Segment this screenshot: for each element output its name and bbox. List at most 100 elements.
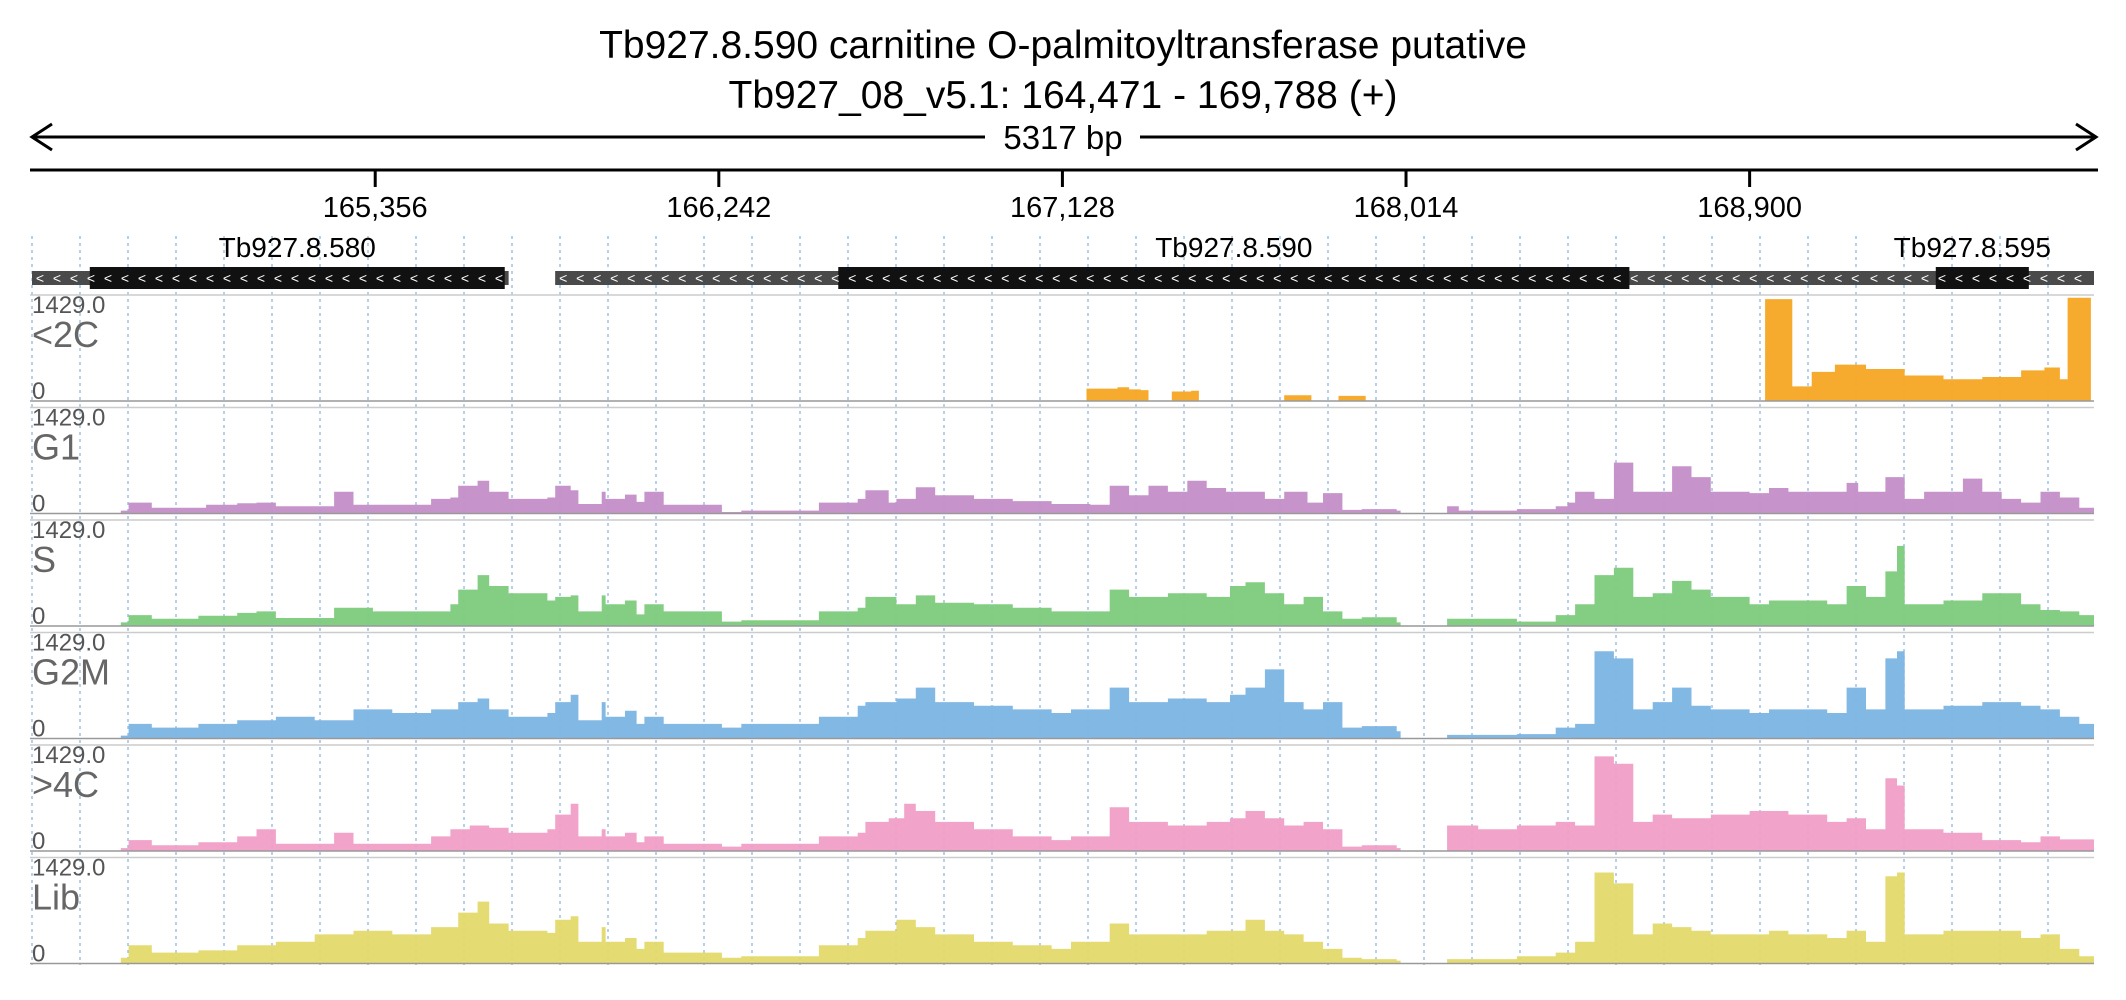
gene-strand-chevron: < bbox=[831, 270, 839, 286]
gene-strand-chevron: < bbox=[70, 270, 78, 286]
gene-strand-chevron: < bbox=[240, 270, 248, 286]
gene-strand-chevron: < bbox=[495, 270, 503, 286]
gene-strand-chevron: < bbox=[325, 270, 333, 286]
gene-strand-chevron: < bbox=[359, 270, 367, 286]
gene-strand-chevron: < bbox=[1749, 270, 1757, 286]
gene-strand-chevron: < bbox=[1596, 270, 1604, 286]
scale-bar: 5317 bp bbox=[29, 119, 2099, 156]
gene-strand-chevron: < bbox=[678, 270, 686, 286]
gene-strand-chevron: < bbox=[1069, 270, 1077, 286]
coverage-area bbox=[32, 297, 2094, 401]
gene-strand-chevron: < bbox=[1800, 270, 1808, 286]
gene-label: Tb927.8.580 bbox=[219, 232, 376, 263]
gene-strand-chevron: < bbox=[916, 270, 924, 286]
track-4: 1429.0>4C 0 bbox=[30, 742, 2094, 855]
gene-strand-chevron: < bbox=[1273, 270, 1281, 286]
track-name-label: S bbox=[32, 539, 56, 580]
gene-strand-chevron: < bbox=[1887, 270, 1895, 286]
coverage-area bbox=[32, 872, 2094, 964]
gene-cds bbox=[1935, 267, 2029, 289]
gene-strand-chevron: < bbox=[2057, 270, 2065, 286]
track-name-label: G2M bbox=[32, 652, 110, 693]
gene-strand-chevron: < bbox=[1494, 270, 1502, 286]
gene-strand-chevron: < bbox=[1511, 270, 1519, 286]
gene-strand-chevron: < bbox=[1239, 270, 1247, 286]
gene-cds bbox=[89, 267, 505, 289]
track-name-label: G1 bbox=[32, 427, 80, 468]
gene-strand-chevron: < bbox=[376, 270, 384, 286]
coverage-area bbox=[32, 651, 2094, 739]
gene-strand-chevron: < bbox=[410, 270, 418, 286]
gene-strand-chevron: < bbox=[2040, 270, 2048, 286]
gene-strand-chevron: < bbox=[1715, 270, 1723, 286]
coverage-tracks: 1429.0<2C01429.0G101429.0S01429.0G2M0142… bbox=[30, 292, 2094, 968]
scale-bar-label: 5317 bp bbox=[1003, 119, 1122, 156]
gene-strand-chevron: < bbox=[308, 270, 316, 286]
gene-strand-chevron: < bbox=[1392, 270, 1400, 286]
scale-bar-right-arrowhead bbox=[2075, 122, 2099, 152]
gene-strand-chevron: < bbox=[882, 270, 890, 286]
gene-strand-chevron: < bbox=[797, 270, 805, 286]
track-min-label: 0 bbox=[32, 491, 45, 518]
gene-strand-chevron: < bbox=[53, 270, 61, 286]
gene-strand-chevron: < bbox=[1938, 270, 1946, 286]
gene-strand-chevron: < bbox=[1698, 270, 1706, 286]
gene-strand-chevron: < bbox=[1766, 270, 1774, 286]
track-max-label: 1429.0 bbox=[32, 517, 105, 544]
gene-strand-chevron: < bbox=[950, 270, 958, 286]
gene-strand-chevron: < bbox=[763, 270, 771, 286]
gene-strand-chevron: < bbox=[1460, 270, 1468, 286]
gene-label: Tb927.8.590 bbox=[1155, 232, 1312, 263]
gene-strand-chevron: < bbox=[984, 270, 992, 286]
grid-lines bbox=[31, 236, 2049, 965]
gene-strand-chevron: < bbox=[1358, 270, 1366, 286]
gene-strand-chevron: < bbox=[1324, 270, 1332, 286]
gene-strand-chevron: < bbox=[1545, 270, 1553, 286]
ruler-tick-label: 166,242 bbox=[666, 192, 771, 224]
gene-strand-chevron: < bbox=[2074, 270, 2082, 286]
gene-strand-chevron: < bbox=[121, 270, 129, 286]
track-name-label: >4C bbox=[32, 764, 99, 805]
track-max-label: 1429.0 bbox=[32, 742, 105, 769]
gene-strand-chevron: < bbox=[644, 270, 652, 286]
gene-models: < < < < < < < < < < < < < < < < < < < < < < < < < < < <Tb927.8.580<… bbox=[32, 232, 2094, 289]
gene-strand-chevron: < bbox=[1579, 270, 1587, 286]
gene-strand-chevron: < bbox=[1171, 270, 1179, 286]
gene-strand-chevron: < bbox=[1018, 270, 1026, 286]
track-name-label: Lib bbox=[32, 877, 80, 918]
gene-strand-chevron: < bbox=[1921, 270, 1929, 286]
gene-strand-chevron: < bbox=[444, 270, 452, 286]
gene-strand-chevron: < bbox=[1904, 270, 1912, 286]
gene-strand-chevron: < bbox=[848, 270, 856, 286]
gene-cds bbox=[838, 267, 1630, 289]
gene-strand-chevron: < bbox=[1989, 270, 1997, 286]
ruler-tick-label: 165,356 bbox=[323, 192, 428, 224]
gene-strand-chevron: < bbox=[172, 270, 180, 286]
track-0: 1429.0<2C 0 bbox=[30, 292, 2094, 405]
gene-strand-chevron: < bbox=[1154, 270, 1162, 286]
gene-strand-chevron: < bbox=[1955, 270, 1963, 286]
gene-strand-chevron: < bbox=[1817, 270, 1825, 286]
gene-strand-chevron: < bbox=[104, 270, 112, 286]
track-name-label: <2C bbox=[32, 314, 99, 355]
gene-strand-chevron: < bbox=[593, 270, 601, 286]
gene-strand-chevron: < bbox=[1562, 270, 1570, 286]
gene-strand-chevron: < bbox=[155, 270, 163, 286]
gene-strand-chevron: < bbox=[695, 270, 703, 286]
gene-strand-chevron: < bbox=[1035, 270, 1043, 286]
track-min-label: 0 bbox=[32, 828, 45, 855]
gene-strand-chevron: < bbox=[712, 270, 720, 286]
coverage-area bbox=[32, 756, 2094, 851]
gene-strand-chevron: < bbox=[1732, 270, 1740, 286]
track-min-label: 0 bbox=[32, 378, 45, 405]
gene-strand-chevron: < bbox=[87, 270, 95, 286]
gene-strand-chevron: < bbox=[1664, 270, 1672, 286]
gene-strand-chevron: < bbox=[36, 270, 44, 286]
gene-strand-chevron: < bbox=[1870, 270, 1878, 286]
track-min-label: 0 bbox=[32, 941, 45, 968]
coverage-area bbox=[32, 545, 2094, 626]
gene-strand-chevron: < bbox=[1647, 270, 1655, 286]
